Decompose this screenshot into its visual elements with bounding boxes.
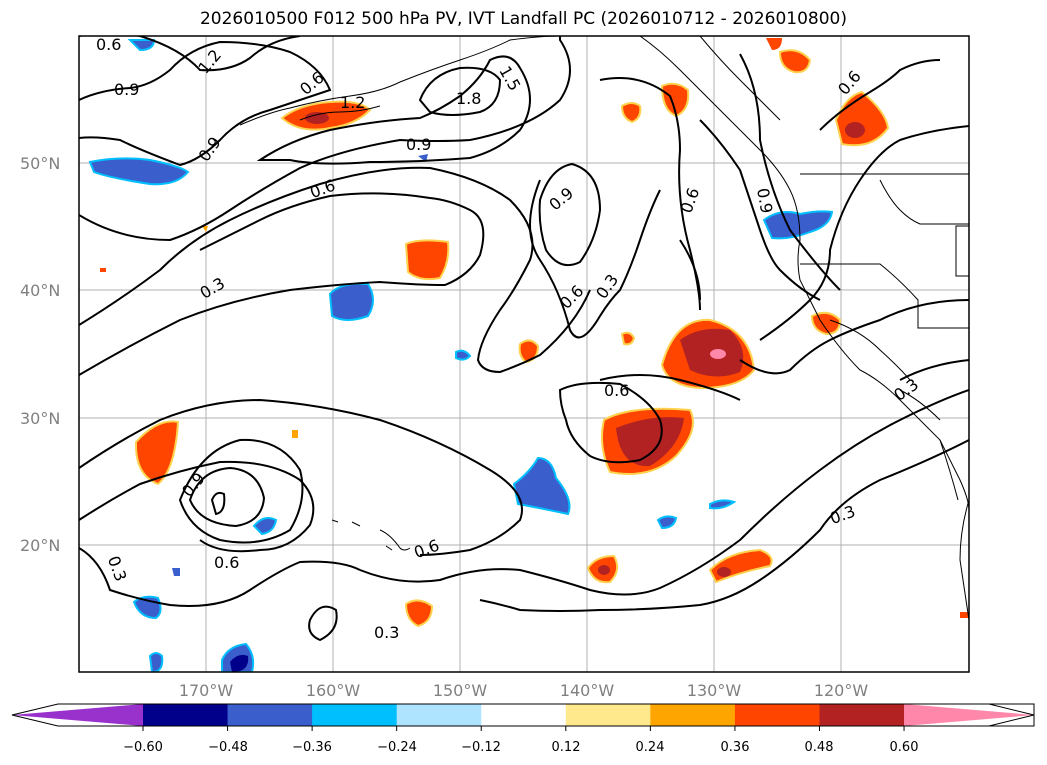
contour-label: 0.9 bbox=[753, 187, 776, 215]
ivt-negative-area bbox=[455, 349, 472, 361]
lon-tick-labels: 170°W 160°W 150°W 140°W 130°W 120°W bbox=[179, 681, 869, 700]
ivt-positive-area bbox=[305, 112, 329, 124]
ivt-positive-area bbox=[778, 49, 812, 74]
lon-tick-label: 120°W bbox=[814, 681, 869, 700]
colorbar-tick-label: 0.24 bbox=[636, 740, 665, 755]
ivt-negative-area bbox=[709, 499, 737, 510]
contour-label: 0.6 bbox=[604, 381, 629, 400]
lon-tick-label: 170°W bbox=[179, 681, 234, 700]
ivt-positive-area bbox=[660, 82, 690, 118]
contour-label: 0.9 bbox=[406, 135, 431, 154]
ivt-positive-area bbox=[710, 349, 726, 359]
ivt-negative-area bbox=[512, 456, 571, 516]
ivt-positive-area bbox=[404, 239, 450, 281]
colorbar-tick-label: −0.60 bbox=[123, 740, 163, 755]
ivt-positive-area bbox=[598, 565, 610, 575]
map-frame bbox=[78, 35, 970, 673]
lon-tick-label: 160°W bbox=[306, 681, 361, 700]
ivt-positive-area bbox=[960, 612, 969, 618]
pv-contours bbox=[79, 36, 969, 642]
colorbar-tick-label: −0.24 bbox=[377, 740, 417, 755]
ivt-negative-area bbox=[230, 654, 249, 672]
ivt-negative-area bbox=[172, 568, 180, 576]
colorbar-tick-label: 0.12 bbox=[552, 740, 581, 755]
ivt-positive-area bbox=[134, 420, 180, 486]
map-title: 2026010500 F012 500 hPa PV, IVT Landfall… bbox=[199, 9, 847, 29]
contour-label: 0.9 bbox=[114, 80, 139, 99]
coastlines bbox=[169, 36, 969, 621]
colorbar-segment bbox=[650, 704, 736, 726]
colorbar-tick-label: −0.48 bbox=[208, 740, 248, 755]
colorbar-tick-label: 0.60 bbox=[890, 740, 919, 755]
lat-tick-label: 50°N bbox=[20, 154, 60, 173]
lat-tick-label: 40°N bbox=[20, 281, 60, 300]
ivt-positive-area bbox=[616, 417, 684, 467]
lon-tick-label: 150°W bbox=[433, 681, 488, 700]
ivt-positive-area bbox=[620, 331, 636, 346]
ivt-negative-area bbox=[88, 157, 190, 186]
colorbar-segments bbox=[12, 704, 1034, 726]
gridlines bbox=[79, 36, 969, 672]
lat-tick-labels: 20°N 30°N 40°N 50°N bbox=[20, 154, 60, 555]
colorbar-tick-label: −0.36 bbox=[292, 740, 332, 755]
ivt-positive-area bbox=[766, 38, 782, 50]
colorbar-segment bbox=[227, 704, 313, 726]
colorbar-extend-min bbox=[12, 704, 143, 726]
ivt-positive-area bbox=[100, 268, 106, 272]
colorbar-tick-label: 0.48 bbox=[805, 740, 834, 755]
ivt-positive-area bbox=[202, 226, 208, 232]
lon-tick-label: 130°W bbox=[687, 681, 742, 700]
colorbar: −0.60 −0.48 −0.36 −0.24 −0.12 0.12 0.24 … bbox=[11, 703, 1035, 755]
contour-label: 0.6 bbox=[214, 553, 239, 572]
ivt-positive-area bbox=[717, 567, 731, 577]
ivt-negative-area bbox=[148, 652, 164, 672]
colorbar-segment bbox=[819, 704, 905, 726]
colorbar-segment bbox=[143, 704, 229, 726]
colorbar-segment bbox=[734, 704, 820, 726]
ivt-negative-area bbox=[656, 515, 678, 530]
contour-label: 0.6 bbox=[96, 35, 121, 54]
colorbar-tick-label: −0.12 bbox=[461, 740, 501, 755]
ivt-negative-area bbox=[252, 517, 278, 536]
ivt-positive-area bbox=[404, 599, 434, 628]
ivt-negative-area bbox=[328, 282, 374, 321]
contour-label: 1.2 bbox=[340, 93, 365, 112]
ivt-positive-area bbox=[845, 122, 865, 138]
ivt-positive-area bbox=[292, 430, 298, 438]
colorbar-ticks bbox=[142, 726, 905, 731]
colorbar-segment bbox=[312, 704, 398, 726]
contour-label: 0.3 bbox=[374, 623, 399, 642]
lat-tick-label: 30°N bbox=[20, 409, 60, 428]
colorbar-segment bbox=[396, 704, 482, 726]
colorbar-tick-label: 0.36 bbox=[721, 740, 750, 755]
colorbar-tick-labels: −0.60 −0.48 −0.36 −0.24 −0.12 0.12 0.24 … bbox=[123, 740, 918, 755]
lon-tick-label: 140°W bbox=[560, 681, 615, 700]
lat-tick-label: 20°N bbox=[20, 536, 60, 555]
ivt-positive-area bbox=[620, 102, 642, 124]
colorbar-segment bbox=[565, 704, 651, 726]
colorbar-segment bbox=[481, 704, 567, 726]
colorbar-extend-max bbox=[904, 704, 1034, 726]
contour-label: 1.8 bbox=[456, 89, 481, 108]
